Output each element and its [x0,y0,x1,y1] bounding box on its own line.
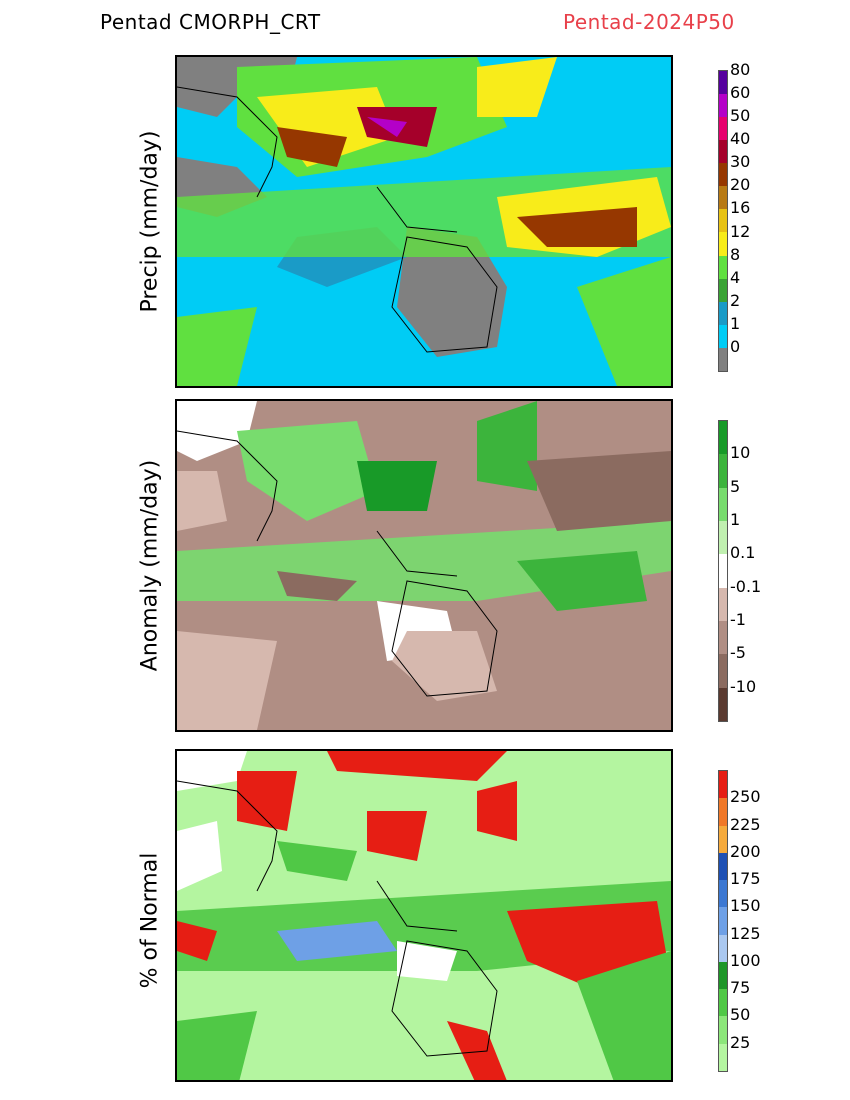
colorbar-tick-label: 20 [730,175,751,195]
colorbar-tick-label: 40 [730,129,751,149]
colorbar-tick-label: -5 [730,643,746,663]
colorbar-swatch [719,163,727,187]
colorbar-tick-label: 8 [730,244,741,264]
colorbar-tick-label: 30 [730,152,751,172]
colorbar-swatch [719,324,727,348]
product-title: Pentad CMORPH_CRT [100,10,321,34]
colorbar-swatch [719,880,727,908]
colorbar-swatch [719,487,727,521]
colorbar-swatch [719,825,727,853]
colorbar-tick-label: 75 [730,978,751,998]
colorbar-swatch [719,71,727,95]
colorbar-tick-label: 10 [730,443,751,463]
colorbar-tick-label: 12 [730,221,751,241]
colorbar-swatch [719,209,727,233]
colorbar-tick-label: -10 [730,676,757,696]
colorbar-tick-label: 5 [730,476,741,496]
colorbar-tick-label: 250 [730,787,761,807]
colorbar-swatch [719,934,727,962]
colorbar-tick-label: 50 [730,106,751,126]
pentad-label: Pentad-2024P50 [563,10,735,34]
colorbar-swatch [719,989,727,1017]
colorbar-swatch [719,421,727,455]
colorbar-tick-label: 25 [730,1032,751,1052]
colorbar-tick-label: 2 [730,290,741,310]
percent-normal-axis-label: % of Normal [137,852,163,989]
colorbar-tick-label: 0.1 [730,543,756,563]
colorbar-tick-label: 1 [730,510,741,529]
colorbar-swatch [719,301,727,325]
colorbar-tick-label: -0.1 [730,576,762,596]
colorbar-tick-label: 16 [730,198,751,218]
colorbar-tick-label: 1 [730,313,741,333]
colorbar-swatch [719,1016,727,1044]
colorbar-swatch [719,554,727,588]
precip-map [175,55,673,388]
colorbar-swatch [719,278,727,302]
colorbar-swatch [719,186,727,210]
colorbar-tick-label: 0 [730,336,741,356]
colorbar-tick-label: 80 [730,60,751,79]
anomaly-axis-label: Anomaly (mm/day) [137,459,163,672]
colorbar-tick-label: 225 [730,814,761,834]
colorbar-swatch [719,255,727,279]
colorbar-swatch [719,687,727,721]
anomaly-map [175,399,673,732]
colorbar-swatch [719,771,727,799]
colorbar-tick-label: 175 [730,869,761,889]
colorbar-tick-label: 50 [730,1005,751,1025]
colorbar-swatch [719,454,727,488]
colorbar-swatch [719,140,727,164]
colorbar-swatch [719,654,727,688]
anomaly-colorbar [718,420,728,722]
precip-axis-label: Precip (mm/day) [137,130,163,313]
colorbar-swatch [719,852,727,881]
colorbar-tick-label: 150 [730,896,761,916]
colorbar-swatch [719,1043,727,1071]
colorbar-tick-label: 100 [730,950,761,970]
colorbar-swatch [719,587,727,621]
colorbar-swatch [719,347,727,371]
colorbar-swatch [719,232,727,256]
colorbar-tick-label: 4 [730,267,741,287]
colorbar-swatch [719,520,727,555]
colorbar-swatch [719,620,727,655]
colorbar-swatch [719,94,727,118]
colorbar-tick-label: 60 [730,83,751,103]
percent-normal-map [175,749,673,1082]
colorbar-swatch [719,798,727,826]
colorbar-tick-label: 200 [730,841,761,861]
colorbar-swatch [719,907,727,935]
colorbar-swatch [719,961,727,990]
percent-normal-colorbar [718,770,728,1072]
colorbar-swatch [719,117,727,141]
colorbar-tick-label: -1 [730,610,746,629]
colorbar-tick-label: 125 [730,923,761,943]
precip-colorbar [718,70,728,372]
